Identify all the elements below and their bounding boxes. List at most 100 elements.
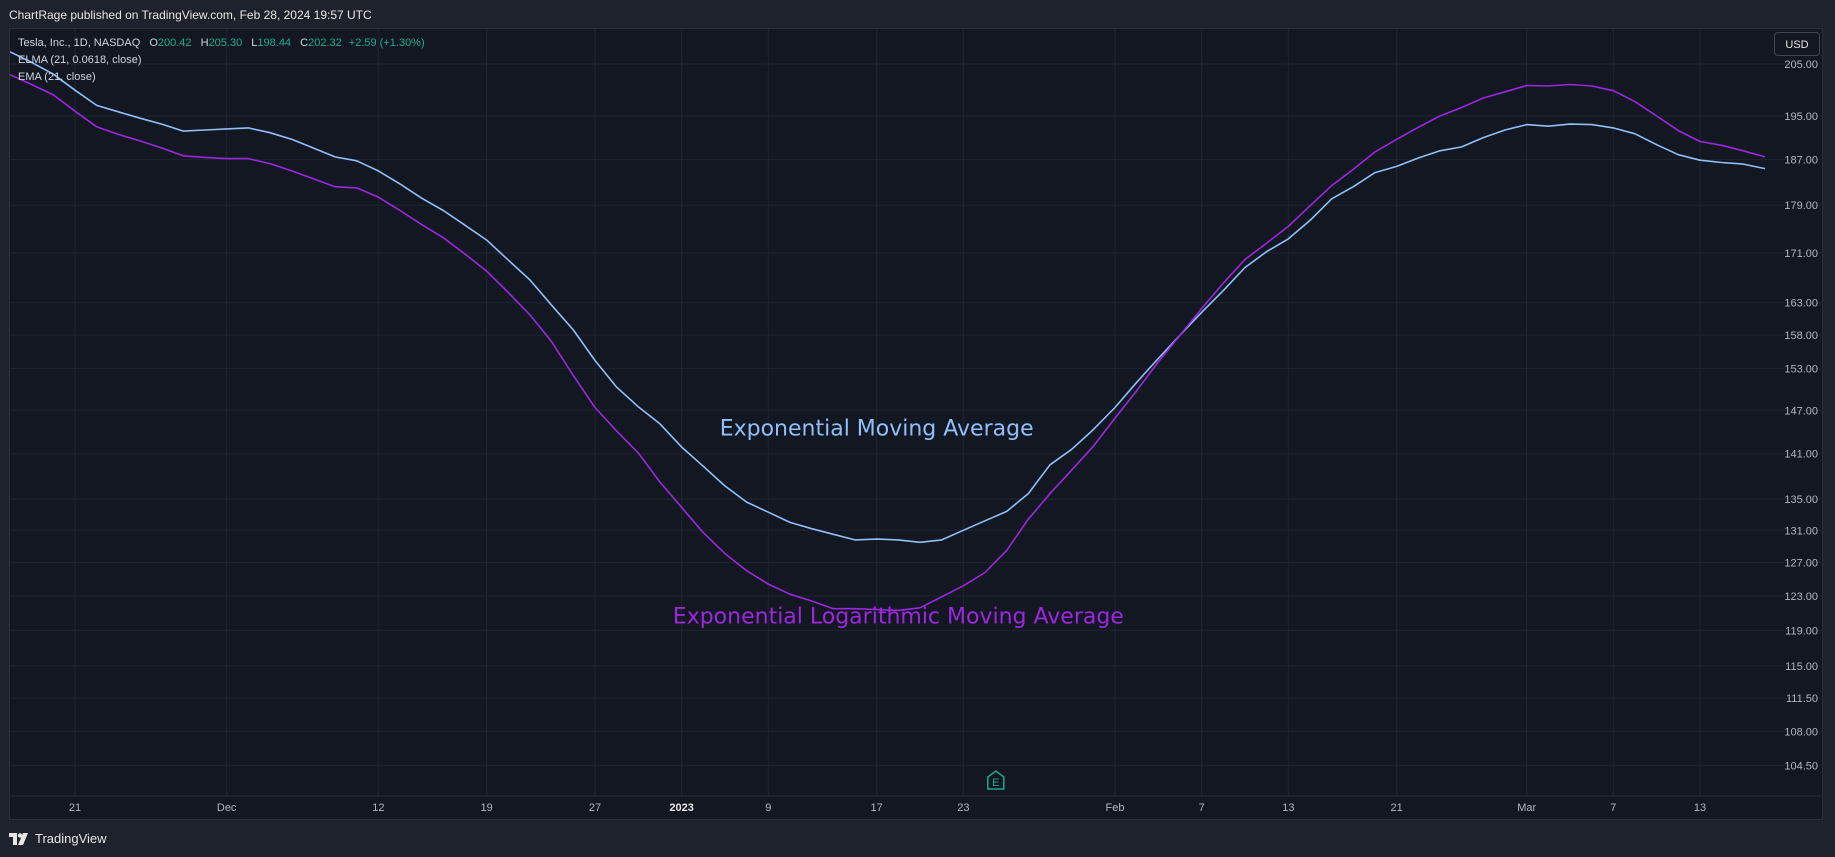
y-tick-label: 187.00 xyxy=(1784,155,1818,167)
ema-point xyxy=(486,239,488,241)
x-tick-label: 9 xyxy=(765,802,771,814)
ema-point xyxy=(833,533,835,535)
x-tick-label: Mar xyxy=(1517,802,1536,814)
elma-point xyxy=(724,553,726,555)
ema-point xyxy=(1569,123,1571,125)
y-tick-label: 195.00 xyxy=(1784,111,1818,123)
tradingview-brand: TradingView xyxy=(35,831,107,846)
legend-close-label: C xyxy=(300,37,309,49)
elma-point xyxy=(1331,185,1333,187)
y-tick-label: 153.00 xyxy=(1784,364,1818,376)
ema-point xyxy=(248,127,250,129)
legend-indicator-elma[interactable]: ELMA (21, 0.0618, close) xyxy=(18,54,142,66)
x-tick-label: 27 xyxy=(589,802,601,814)
elma-series xyxy=(9,73,1766,612)
ema-point xyxy=(1201,312,1203,314)
elma-point xyxy=(226,158,228,160)
elma-point xyxy=(1504,91,1506,93)
elma-point xyxy=(1374,151,1376,153)
y-tick-label: 123.00 xyxy=(1784,591,1818,603)
ema-point xyxy=(529,279,531,281)
ema-point xyxy=(313,147,315,149)
elma-point xyxy=(421,224,423,226)
elma-point xyxy=(1179,334,1181,336)
elma-point xyxy=(1634,101,1636,103)
tradingview-logo[interactable]: TradingView xyxy=(9,831,107,846)
ema-point xyxy=(898,539,900,541)
ema-point xyxy=(443,210,445,212)
ema-point xyxy=(1093,429,1095,431)
elma-point xyxy=(1678,130,1680,132)
elma-point xyxy=(1353,168,1355,170)
chart-annotations: Exponential Moving Average Exponential Lo… xyxy=(673,416,1124,629)
chart-grid xyxy=(10,29,1823,796)
elma-point xyxy=(1114,417,1116,419)
x-tick-label: 13 xyxy=(1694,802,1706,814)
elma-point xyxy=(1483,97,1485,99)
ema-point xyxy=(854,539,856,541)
elma-point xyxy=(9,74,11,76)
ema-point xyxy=(1699,159,1701,161)
ema-point xyxy=(1244,267,1246,269)
elma-point xyxy=(399,210,401,212)
elma-point xyxy=(1201,308,1203,310)
currency-button[interactable]: USD xyxy=(1774,32,1820,56)
elma-point xyxy=(1743,150,1745,152)
elma-point xyxy=(183,155,185,157)
earnings-marker[interactable]: E xyxy=(987,770,1005,790)
ema-point xyxy=(1591,124,1593,126)
ema-point xyxy=(789,522,791,524)
x-tick-label: Dec xyxy=(217,802,237,814)
ema-point xyxy=(1613,127,1615,129)
ema-point xyxy=(1114,407,1116,409)
legend-open-label: O xyxy=(149,37,158,49)
elma-point xyxy=(204,157,206,159)
elma-point xyxy=(291,170,293,172)
elma-point xyxy=(1049,493,1051,495)
ema-point xyxy=(616,386,618,388)
legend-high-label: H xyxy=(200,37,209,49)
ema-point xyxy=(919,541,921,543)
ema-point xyxy=(204,129,206,131)
ema-point xyxy=(941,539,943,541)
elma-point xyxy=(74,110,76,112)
elma-point xyxy=(1244,259,1246,261)
ema-point xyxy=(681,446,683,448)
x-axis: 21 Dec 12 19 27 2023 9 17 23 Feb 7 13 21 Mar 7 13 xyxy=(10,795,1823,814)
elma-point xyxy=(681,507,683,509)
elma-annotation: Exponential Logarithmic Moving Average xyxy=(673,604,1124,629)
ema-point xyxy=(74,89,76,91)
ema-point xyxy=(1006,511,1008,513)
elma-point xyxy=(1418,127,1420,129)
x-tick-label: 17 xyxy=(871,802,883,814)
elma-point xyxy=(1266,242,1268,244)
legend-indicator-ema[interactable]: EMA (21, close) xyxy=(18,71,96,83)
ema-point xyxy=(1743,163,1745,165)
elma-point xyxy=(378,196,380,198)
y-tick-label: 119.00 xyxy=(1785,625,1818,637)
ema-point xyxy=(573,329,575,331)
x-tick-label: 21 xyxy=(69,802,81,814)
elma-point xyxy=(1396,138,1398,140)
elma-point xyxy=(118,134,120,136)
elma-point xyxy=(1223,282,1225,284)
ema-point xyxy=(1028,493,1030,495)
elma-point xyxy=(1526,85,1528,87)
ema-point xyxy=(183,130,185,132)
elma-point xyxy=(573,375,575,377)
legend-ohlc-row: Tesla, Inc., 1D, NASDAQ O200.42 H205.30 … xyxy=(18,35,425,52)
y-tick-label: 158.00 xyxy=(1784,330,1818,342)
elma-point xyxy=(356,187,358,189)
elma-point xyxy=(1699,141,1701,143)
elma-point xyxy=(659,481,661,483)
ema-point xyxy=(1331,198,1333,200)
elma-point xyxy=(1309,205,1311,207)
y-tick-label: 135.00 xyxy=(1784,494,1818,506)
ema-point xyxy=(1049,464,1051,466)
ema-point xyxy=(1158,358,1160,360)
x-tick-label: 7 xyxy=(1610,802,1616,814)
ema-point xyxy=(594,360,596,362)
elma-point xyxy=(789,593,791,595)
ema-point xyxy=(551,304,553,306)
